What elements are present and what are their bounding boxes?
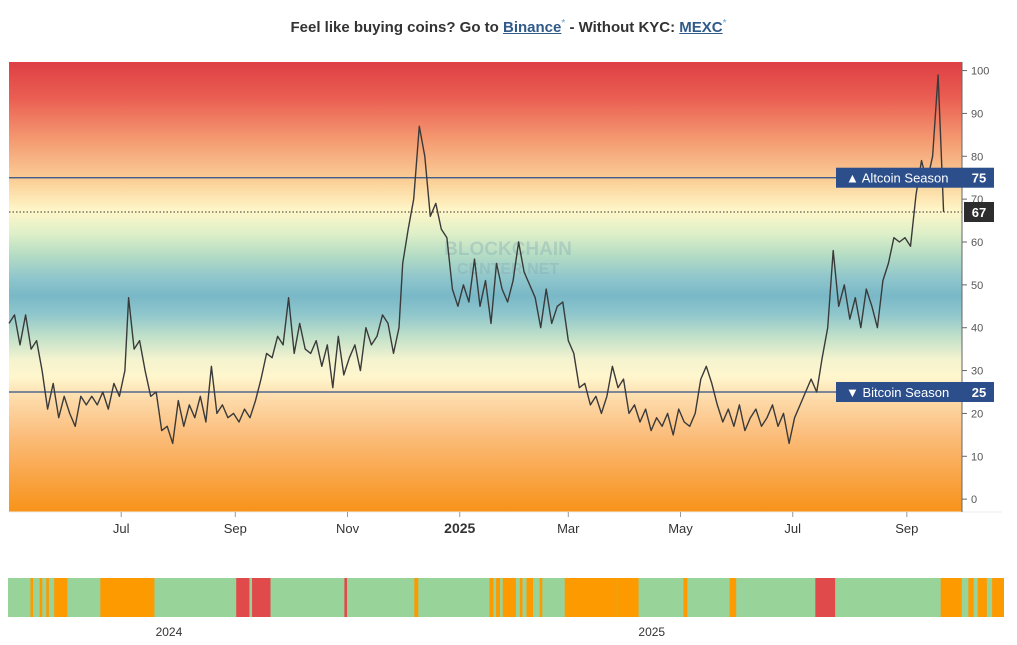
y-tick-label: 40 — [971, 323, 983, 335]
y-tick-label: 90 — [971, 108, 983, 120]
season-segment — [30, 578, 34, 617]
current-value-label: 67 — [964, 202, 994, 222]
threshold-value: 25 — [972, 385, 986, 400]
threshold-label-75: ▲ Altcoin Season 75 — [836, 167, 994, 188]
y-tick-label: 100 — [971, 66, 989, 78]
plot-background — [9, 62, 962, 512]
promo-banner: Feel like buying coins? Go to Binance* -… — [0, 18, 1017, 36]
strip-year-label: 2024 — [156, 625, 183, 639]
x-tick-label: Sep — [895, 521, 918, 536]
y-tick-label: 10 — [971, 451, 983, 463]
season-segment — [496, 578, 501, 617]
season-segment — [39, 578, 43, 617]
y-tick-label: 60 — [971, 237, 983, 249]
season-segment — [977, 578, 987, 617]
x-tick-label: Jul — [113, 521, 130, 536]
altcoin-index-line — [8, 74, 945, 445]
y-tick-label: 30 — [971, 366, 983, 378]
binance-link[interactable]: Binance — [503, 19, 562, 36]
season-segment — [519, 578, 523, 617]
season-segment — [683, 578, 688, 617]
promo-lead-text: Feel like buying coins? Go to — [290, 19, 499, 36]
x-tick-label: Jul — [784, 521, 801, 536]
threshold-name: ▲ Altcoin Season — [846, 171, 948, 186]
season-segment — [344, 578, 348, 617]
season-segment — [54, 578, 68, 617]
season-segment — [100, 578, 155, 617]
x-tick-label: Nov — [336, 521, 360, 536]
threshold-label-25: ▼ Bitcoin Season 25 — [836, 382, 994, 402]
x-tick-label: Mar — [557, 521, 580, 536]
y-tick-label: 20 — [971, 408, 983, 420]
threshold-name: ▼ Bitcoin Season — [846, 385, 949, 400]
season-segment — [729, 578, 737, 617]
watermark-line-1: BLOCKCHAIN — [444, 239, 572, 260]
season-segment — [489, 578, 494, 617]
x-tick-label: May — [668, 521, 693, 536]
promo-mid-text: - Without KYC: — [569, 19, 676, 36]
strip-year-label: 2025 — [638, 625, 665, 639]
watermark-line-2: CENTER.NET — [457, 261, 559, 278]
mexc-link[interactable]: MEXC — [679, 19, 723, 36]
binance-star: * — [561, 18, 566, 29]
season-segment — [414, 578, 419, 617]
mexc-star: * — [722, 18, 727, 29]
season-segment — [502, 578, 516, 617]
season-segment — [616, 578, 639, 617]
season-segment — [564, 578, 617, 617]
season-segment — [992, 578, 1004, 617]
season-segment — [815, 578, 836, 617]
season-segment — [968, 578, 974, 617]
season-segment — [252, 578, 271, 617]
x-tick-label: 2025 — [444, 520, 475, 536]
y-tick-label: 80 — [971, 151, 983, 163]
season-history-strip — [8, 578, 1004, 617]
plot-right-margin — [962, 62, 1002, 512]
season-segment — [46, 578, 49, 617]
watermark: BLOCKCHAIN CENTER.NET — [444, 239, 572, 278]
season-segment — [526, 578, 534, 617]
threshold-value: 75 — [972, 171, 986, 186]
current-value-text: 67 — [972, 205, 986, 220]
y-tick-label: 0 — [971, 494, 977, 506]
x-tick-label: Sep — [224, 521, 247, 536]
season-segment — [940, 578, 962, 617]
season-segment — [539, 578, 543, 617]
y-tick-label: 50 — [971, 280, 983, 292]
season-segment — [236, 578, 250, 617]
